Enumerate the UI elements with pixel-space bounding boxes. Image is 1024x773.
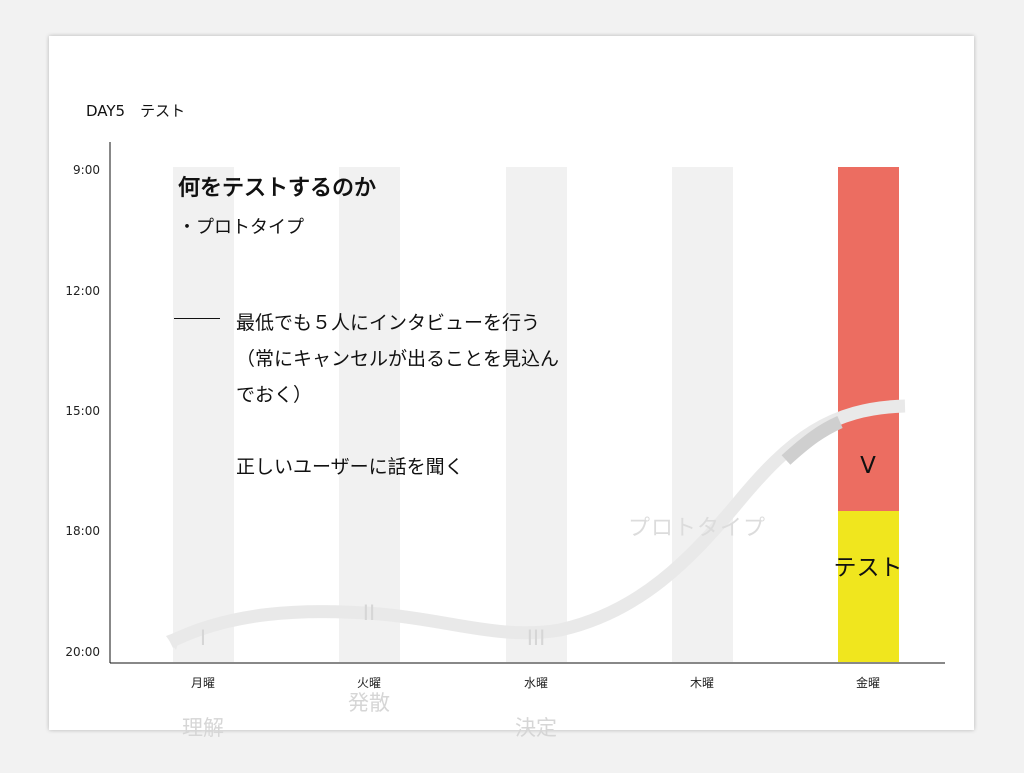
content-note: 最低でも５人にインタビューを行う（常にキャンセルが出ることを見込んでおく） — [236, 312, 560, 406]
phase-numeral: I — [199, 626, 207, 650]
monday-bar — [173, 167, 234, 662]
friday-buffer-bar — [838, 511, 899, 662]
phase-numeral: III — [526, 626, 546, 650]
phase-decide: III 決定 — [496, 563, 576, 773]
phase-name: 発散 — [348, 691, 390, 715]
slide-title: DAY5 テスト — [86, 102, 186, 120]
time-label-12: 12:00 — [65, 284, 100, 298]
content-heading: 何をテストするのか — [178, 176, 377, 201]
phase-numeral: V — [860, 453, 876, 479]
day-label-tuesday: 火曜 — [356, 676, 381, 690]
day-label-monday: 月曜 — [190, 676, 215, 690]
day-label-thursday: 木曜 — [689, 676, 714, 690]
phase-name: テスト — [833, 555, 903, 581]
phase-name: 理解 — [182, 716, 224, 740]
phase-test: V テスト — [828, 381, 908, 619]
time-label-20: 20:00 — [65, 645, 100, 659]
phase-diverge: II 発散 — [329, 538, 409, 748]
tuesday-bar — [339, 167, 400, 662]
time-label-9: 9:00 — [73, 163, 100, 177]
progress-curve-shade — [781, 416, 843, 465]
thursday-bar — [672, 167, 733, 662]
content-bullet: ・プロトタイプ — [178, 217, 304, 238]
curve-arrow-tip — [166, 630, 182, 650]
phase-name: 決定 — [515, 716, 557, 740]
phase-prototype: プロトタイプ — [628, 516, 767, 541]
wednesday-bar — [506, 167, 567, 662]
time-label-15: 15:00 — [65, 404, 100, 418]
day-label-wednesday: 水曜 — [523, 676, 548, 690]
time-label-18: 18:00 — [65, 524, 100, 538]
note-dash — [174, 318, 220, 319]
phase-numeral: II — [362, 601, 376, 625]
content-note-2: 正しいユーザーに話を聞く — [236, 456, 464, 478]
phase-understand: I 理解 — [163, 563, 243, 773]
friday-test-bar — [838, 167, 899, 511]
day-label-friday: 金曜 — [855, 676, 880, 690]
